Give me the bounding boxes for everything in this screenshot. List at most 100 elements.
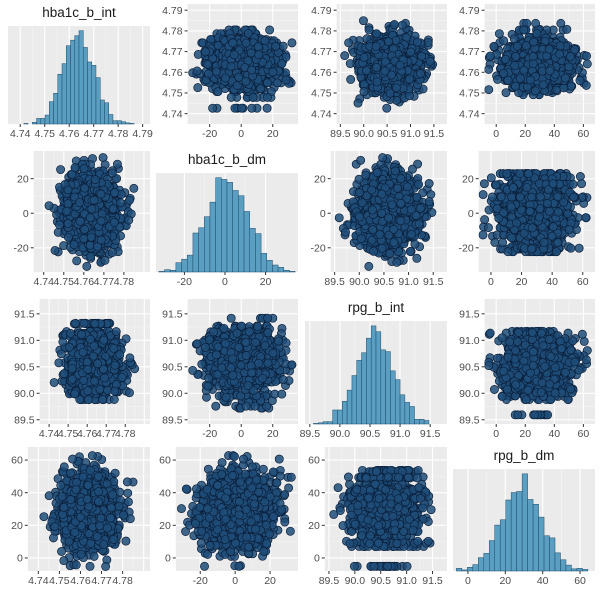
histogram-bar: [125, 122, 131, 125]
scatter-point: [260, 36, 270, 46]
scatter-point: [372, 63, 381, 72]
scatter-point: [241, 76, 251, 86]
histogram-bar: [129, 123, 135, 125]
histogram-bar: [36, 118, 42, 125]
scatter-point: [204, 69, 214, 79]
scatter-point: [364, 25, 374, 35]
scatter-point: [129, 183, 139, 193]
scatter-point: [417, 51, 427, 61]
scatter-point: [372, 29, 381, 39]
scatter-point: [345, 59, 355, 68]
scatter-point: [253, 42, 263, 52]
x-tick-label: 4.74: [10, 128, 31, 140]
y-tick-label: 4.74: [162, 108, 183, 120]
panel-hba1c_b_int-hba1c_b_dm: -20 0 204.744.754.764.774.784.79: [162, 4, 298, 140]
scatter-point: [213, 40, 223, 50]
scatter-point: [530, 86, 540, 96]
scatter-point: [243, 29, 253, 39]
scatter-point: [229, 50, 239, 60]
scatter-point: [340, 51, 350, 61]
scatter-point: [228, 38, 238, 48]
scatter-point: [359, 87, 369, 97]
panel-hba1c_b_int-rpg_b_int: 89.5 90.0 90.5 91.0 91.54.744.754.764.774.78…: [311, 4, 447, 140]
histogram-bar: [121, 121, 126, 125]
scatter-point: [371, 41, 381, 51]
scatter-point: [493, 75, 503, 84]
scatter-point: [405, 74, 414, 84]
scatter-point: [582, 51, 592, 61]
scatter-point: [519, 25, 529, 35]
scatter-point: [509, 34, 519, 44]
scatter-point: [268, 67, 278, 77]
scatter-point: [494, 29, 504, 39]
x-tick-label: -20: [202, 128, 217, 140]
scatter-point: [344, 38, 354, 48]
scatter-point: [575, 76, 585, 86]
scatter-point: [277, 59, 287, 69]
scatter-point: [545, 66, 555, 76]
scatter-point: [247, 103, 257, 113]
x-tick-label: 20: [519, 128, 531, 140]
scatter-point: [226, 62, 236, 71]
scatter-point: [192, 66, 202, 76]
panel-hba1c_b_int-rpg_b_dm: 0 20 40 604.744.754.764.774.784.79: [459, 4, 595, 140]
y-tick-label: 4.78: [162, 25, 183, 37]
scatter-point: [263, 78, 272, 88]
scatter-point: [389, 20, 399, 29]
scatter-point: [499, 36, 509, 46]
y-tick-label: 4.78: [459, 25, 480, 37]
scatter-point: [203, 59, 213, 69]
scatter-point: [200, 47, 210, 57]
scatter-point: [287, 38, 297, 48]
scatter-point: [425, 56, 435, 66]
x-tick-label: 4.78: [108, 128, 129, 140]
scatter-point: [484, 85, 494, 95]
scatter-point: [254, 50, 264, 60]
scatter-point: [489, 41, 499, 51]
y-tick-label: 4.77: [459, 46, 480, 58]
scatter-point: [528, 59, 538, 69]
scatter-point: [511, 51, 521, 61]
scatter-point: [412, 37, 422, 47]
scatter-point: [384, 37, 394, 46]
scatter-point: [416, 69, 425, 78]
scatter-point: [220, 73, 230, 83]
x-tick-label: 20: [267, 128, 279, 140]
histogram-bar: [70, 39, 76, 125]
scatter-point: [234, 72, 244, 82]
scatter-point: [272, 78, 282, 88]
histogram-bar: [53, 93, 59, 125]
scatter-point: [566, 52, 575, 62]
scatter-point: [353, 98, 363, 108]
scatter-point: [560, 73, 570, 83]
y-tick-label: 4.76: [311, 67, 332, 79]
scatter-point: [278, 41, 288, 51]
histogram-bar: [49, 101, 54, 125]
x-tick-label: 89.5: [330, 128, 351, 140]
scatter-point: [562, 24, 572, 34]
x-tick-label: 91.0: [400, 128, 421, 140]
histogram-bar: [82, 47, 88, 125]
scatter-point: [510, 61, 520, 70]
x-tick-label: 0: [493, 128, 499, 140]
scatter-point: [581, 80, 591, 90]
scatter-point: [211, 67, 221, 77]
panel-title: hba1c_b_int: [42, 5, 116, 20]
y-tick-label: 4.77: [162, 46, 183, 58]
x-tick-label: 4.77: [83, 128, 104, 140]
scatter-points: [484, 18, 592, 100]
scatter-point: [485, 51, 495, 61]
scatter-point: [544, 44, 554, 54]
histogram-bar: [91, 65, 97, 125]
x-tick-label: 4.75: [35, 128, 56, 140]
x-tick-label: 90.0: [354, 128, 375, 140]
scatter-point: [193, 83, 203, 93]
scatter-point: [256, 84, 266, 94]
scatter-point: [406, 47, 416, 57]
x-tick-label: 91.5: [424, 128, 445, 140]
scatter-point: [538, 80, 548, 90]
scatter-points: [340, 16, 438, 113]
scatter-point: [391, 83, 401, 93]
